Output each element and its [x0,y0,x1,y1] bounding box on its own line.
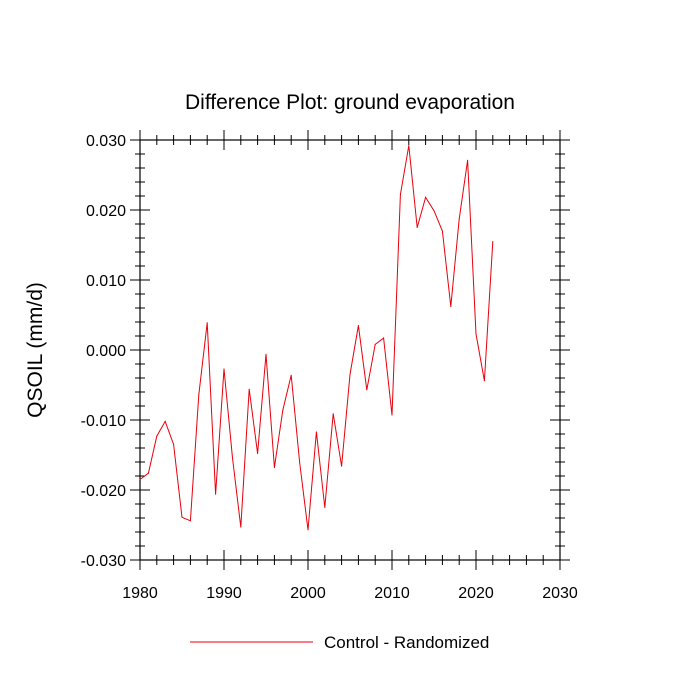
data-point [164,420,166,422]
data-point [399,194,401,196]
data-point [332,413,334,415]
x-tick-label: 1980 [122,585,158,602]
y-axis-tick-labels: -0.030 -0.020 -0.010 0.000 0.010 0.020 0.030 [81,133,126,570]
y-tick-label: 0.000 [86,343,126,360]
data-point [475,333,477,335]
data-point [374,343,376,345]
series-line-control-randomized [139,145,494,530]
data-point [206,322,208,324]
data-point [324,507,326,508]
data-point [425,196,427,198]
data-point [273,467,275,469]
x-tick-label: 2010 [374,585,410,602]
data-point [265,353,267,355]
data-point [181,516,183,518]
data-point [189,520,191,522]
data-point [416,227,418,228]
chart-title: Difference Plot: ground evaporation [185,91,515,114]
data-point [391,414,393,416]
data-point [240,526,242,528]
legend: Control - Randomized [190,633,489,652]
data-point [492,241,494,242]
y-axis-label: QSOIL (mm/d) [24,282,47,418]
data-point [282,409,284,411]
data-point [198,394,200,396]
data-point [139,479,141,480]
data-point [349,374,351,375]
x-axis-tick-labels: 1980 1990 2000 2010 2020 2030 [122,585,578,602]
data-point [147,472,149,474]
y-tick-label: 0.020 [86,203,126,220]
plot-frame [139,139,561,561]
data-point [357,325,359,326]
data-point [248,388,250,390]
y-tick-label: -0.010 [81,413,126,430]
data-point [383,337,385,339]
data-point [223,368,225,370]
data-point [341,465,343,467]
x-tick-label: 2000 [290,585,326,602]
data-point [257,453,259,455]
data-point [366,389,368,391]
data-point [483,380,485,382]
data-point [315,431,317,433]
series-layer [139,145,494,531]
data-point [450,306,452,308]
data-point [290,374,292,376]
x-tick-label: 2020 [458,585,494,602]
data-point [173,444,175,445]
y-tick-label: 0.010 [86,273,126,290]
data-point [458,218,460,220]
data-point [156,435,158,437]
legend-label-control-randomized: Control - Randomized [324,633,489,652]
data-point [299,461,301,463]
x-tick-label: 2030 [542,585,578,602]
data-point [441,230,443,232]
y-tick-label: 0.030 [86,133,126,150]
data-point [408,145,410,147]
data-point [307,529,309,531]
data-point [433,210,435,212]
data-point [467,159,469,161]
axis-ticks [130,130,570,570]
data-point [215,493,217,495]
plot-area [130,130,570,570]
data-point [231,456,233,458]
x-tick-label: 1990 [206,585,242,602]
y-tick-label: -0.030 [81,553,126,570]
y-tick-label: -0.020 [81,483,126,500]
